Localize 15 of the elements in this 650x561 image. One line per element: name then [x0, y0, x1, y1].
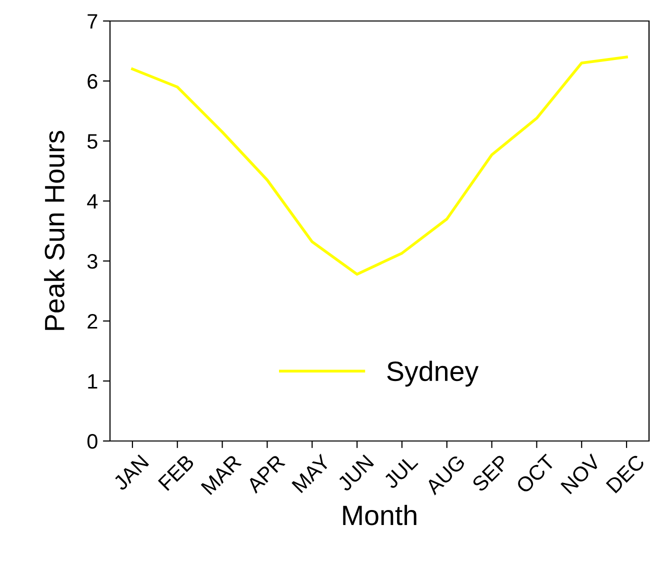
y-tick-label: 1 [88, 374, 98, 389]
y-tick-label: 4 [87, 194, 98, 209]
x-tick-label: JUL [382, 454, 419, 490]
x-tick-label: FEB [158, 454, 195, 491]
y-tick-label: 3 [87, 254, 98, 269]
y-tick-label: 2 [88, 314, 98, 329]
y-tick-label: 6 [88, 74, 98, 89]
y-tick-label: 0 [87, 434, 98, 449]
y-tick-label: 5 [87, 134, 98, 149]
y-axis-title: Peak Sun Hours [44, 130, 64, 330]
x-tick-label: SEP [471, 454, 510, 492]
line-series [131, 56, 628, 276]
legend-label: Sydney [387, 360, 479, 387]
x-axis-title: Month [343, 504, 416, 526]
y-tick-label: 7 [88, 14, 98, 29]
